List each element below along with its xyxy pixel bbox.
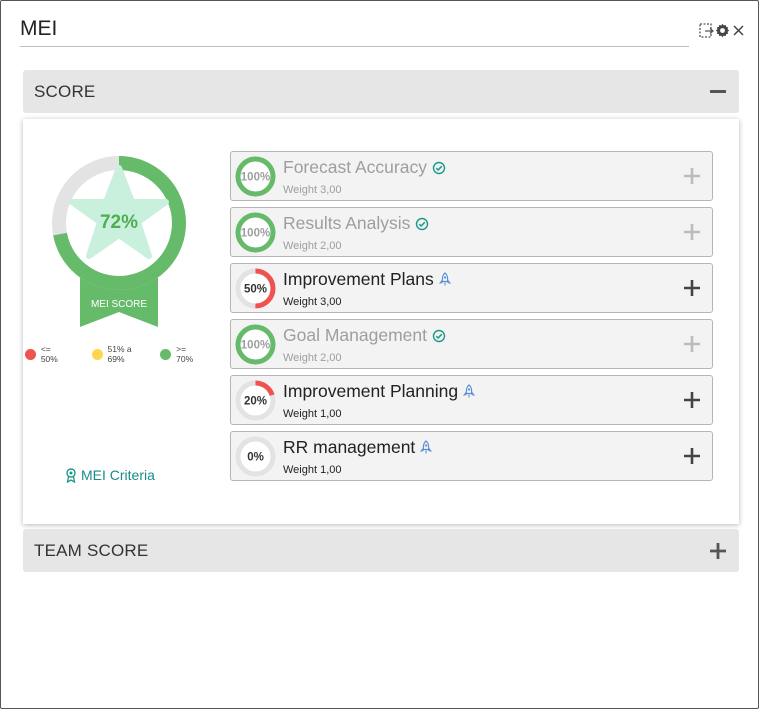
title-bar: MEI <box>20 15 689 47</box>
criterion-goal-management[interactable]: 100% Goal Management Weight 2,00 <box>230 319 713 369</box>
progress-ring: 100% <box>235 324 276 365</box>
progress-ring: 20% <box>235 380 276 421</box>
expand-icon[interactable] <box>681 333 703 355</box>
export-icon[interactable] <box>699 22 714 39</box>
check-badge-icon <box>432 329 446 342</box>
legend-item-low: <= 50% <box>25 344 70 364</box>
progress-value: 100% <box>241 340 270 352</box>
expand-icon[interactable] <box>681 445 703 467</box>
check-badge-icon <box>432 161 446 174</box>
score-panel-body: 72% MEI SCORE <= 50% 51% a 69% >= 70% ME… <box>23 119 739 524</box>
criterion-weight: Weight 3,00 <box>283 184 342 196</box>
window-title: MEI <box>20 17 58 40</box>
close-icon[interactable] <box>731 22 746 39</box>
legend-swatch-green <box>160 348 172 360</box>
criterion-name: Results Analysis <box>283 213 411 233</box>
criterion-rr-management[interactable]: 0% RR management Weight 1,00 <box>230 431 713 481</box>
legend-label: 51% a 69% <box>107 344 132 364</box>
criterion-improvement-planning[interactable]: 20% Improvement Planning Weight 1,00 <box>230 375 713 425</box>
criterion-name: Forecast Accuracy <box>283 157 427 177</box>
criterion-weight: Weight 3,00 <box>283 296 342 308</box>
expand-icon[interactable] <box>707 540 729 562</box>
mei-score-medal: 72% MEI SCORE <box>52 156 186 327</box>
criterion-results-analysis[interactable]: 100% Results Analysis Weight 2,00 <box>230 207 713 257</box>
progress-ring: 50% <box>235 268 276 309</box>
expand-icon[interactable] <box>681 277 703 299</box>
legend-item-high: >= 70% <box>160 344 205 364</box>
criterion-name: Improvement Planning <box>283 381 459 401</box>
progress-value: 50% <box>244 284 267 296</box>
legend-swatch-red <box>25 348 36 360</box>
legend-swatch-yellow <box>91 348 103 360</box>
rocket-icon <box>420 440 433 454</box>
progress-value: 100% <box>241 228 270 240</box>
progress-value: 100% <box>241 172 270 184</box>
legend-label: <= 50% <box>40 344 58 364</box>
progress-ring: 0% <box>235 436 276 477</box>
mei-criteria-link[interactable]: MEI Criteria <box>65 467 155 483</box>
criterion-forecast-accuracy[interactable]: 100% Forecast Accuracy Weight 3,00 <box>230 151 713 201</box>
criterion-weight: Weight 1,00 <box>283 464 342 476</box>
criterion-name: Goal Management <box>283 325 427 345</box>
gear-icon[interactable] <box>715 22 730 39</box>
collapse-icon[interactable] <box>707 81 729 103</box>
rocket-icon <box>463 384 476 398</box>
score-panel-header[interactable]: SCORE <box>23 70 739 113</box>
award-icon <box>66 467 76 483</box>
criterion-weight: Weight 2,00 <box>283 352 342 364</box>
criterion-weight: Weight 2,00 <box>283 240 342 252</box>
progress-value: 0% <box>247 452 264 464</box>
check-badge-icon <box>416 217 429 230</box>
criterion-weight: Weight 1,00 <box>283 408 342 420</box>
rocket-icon <box>438 272 451 286</box>
overall-score-value: 72% <box>100 212 138 233</box>
team-score-panel-header[interactable]: TEAM SCORE <box>23 529 739 572</box>
progress-value: 20% <box>244 396 267 408</box>
mei-criteria-label: MEI Criteria <box>81 467 155 483</box>
progress-ring: 100% <box>235 212 276 253</box>
mei-score-badge-label: MEI SCORE <box>91 299 147 310</box>
progress-ring: 100% <box>235 156 276 197</box>
expand-icon[interactable] <box>681 221 703 243</box>
window-actions <box>699 22 746 39</box>
criteria-list: 100% Forecast Accuracy Weight 3,00 100% … <box>230 151 713 487</box>
score-legend: <= 50% 51% a 69% >= 70% <box>25 344 215 364</box>
score-panel-title: SCORE <box>34 81 96 101</box>
legend-label: >= 70% <box>176 344 194 364</box>
expand-icon[interactable] <box>681 165 703 187</box>
criterion-name: Improvement Plans <box>283 269 434 289</box>
legend-item-mid: 51% a 69% <box>91 344 151 364</box>
team-score-panel-title: TEAM SCORE <box>34 540 149 560</box>
criterion-name: RR management <box>283 437 416 457</box>
criterion-improvement-plans[interactable]: 50% Improvement Plans Weight 3,00 <box>230 263 713 313</box>
expand-icon[interactable] <box>681 389 703 411</box>
